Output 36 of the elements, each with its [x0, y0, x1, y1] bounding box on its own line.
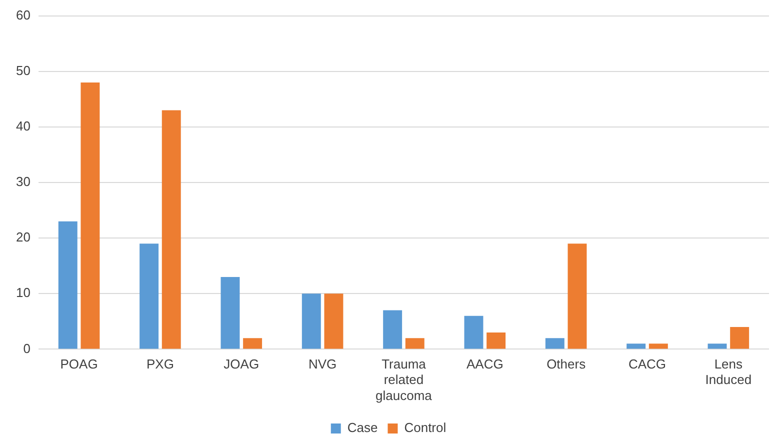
x-tick-label: Trauma related glaucoma — [376, 356, 433, 403]
bar — [80, 82, 100, 349]
legend-label: Control — [404, 420, 446, 436]
x-tick-label: POAG — [60, 356, 98, 372]
x-tick-label: JOAG — [224, 356, 260, 372]
y-tick-label: 20 — [16, 230, 30, 245]
legend-label: Case — [347, 420, 378, 436]
y-tick-label: 50 — [16, 62, 30, 78]
x-tick-label: CACG — [628, 356, 666, 372]
y-tick-label: 30 — [16, 174, 30, 190]
bar — [405, 338, 424, 349]
bar — [220, 276, 240, 349]
bar — [302, 294, 321, 349]
bar — [568, 244, 587, 349]
bar — [383, 310, 402, 349]
x-tick-label: Others — [546, 356, 586, 372]
bar — [324, 294, 344, 349]
bar — [648, 344, 668, 349]
bar — [730, 326, 750, 349]
y-tick-label: 60 — [16, 7, 30, 22]
y-tick-label: 40 — [16, 118, 30, 134]
x-tick-label: AACG — [466, 356, 504, 372]
bar — [162, 110, 181, 349]
x-tick-label: Lens Induced — [705, 356, 752, 388]
x-tick-label: PXG — [146, 356, 174, 372]
bar — [486, 332, 506, 349]
bar — [626, 344, 646, 349]
bar — [140, 244, 159, 349]
x-tick-label: NVG — [308, 356, 337, 372]
y-tick-label: 0 — [23, 340, 30, 356]
bar — [464, 316, 484, 349]
y-tick-label: 10 — [16, 285, 30, 300]
bar — [58, 221, 78, 349]
bar — [708, 344, 727, 349]
bar — [243, 338, 262, 349]
bar — [545, 338, 564, 349]
